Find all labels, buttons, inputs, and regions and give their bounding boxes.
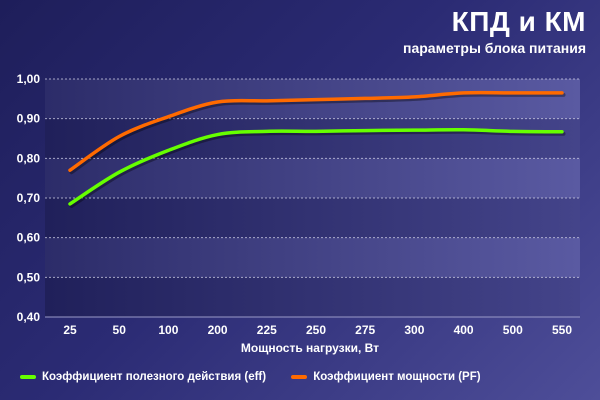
y-tick-label: 0,40 xyxy=(17,310,41,324)
x-tick-label: 100 xyxy=(158,323,178,337)
data-point xyxy=(216,100,219,104)
data-point xyxy=(462,128,465,131)
data-point xyxy=(314,130,318,133)
data-point xyxy=(68,169,72,172)
legend-swatch-eff xyxy=(20,375,36,379)
y-tick-label: 0,80 xyxy=(17,151,41,165)
plot-band xyxy=(45,198,580,238)
x-tick-label: 200 xyxy=(208,323,228,337)
x-tick-label: 275 xyxy=(355,323,375,337)
y-tick-label: 0,60 xyxy=(17,231,41,245)
chart-subtitle: параметры блока питания xyxy=(403,40,586,56)
plot-band xyxy=(45,237,580,278)
data-point xyxy=(462,91,465,95)
x-tick-label: 25 xyxy=(63,323,77,337)
y-tick-label: 0,70 xyxy=(17,191,41,205)
legend-label-eff: Коэффициент полезного действия (eff) xyxy=(42,371,267,383)
data-point xyxy=(118,171,121,174)
y-tick-label: 1,00 xyxy=(17,72,41,86)
x-tick-label: 400 xyxy=(454,323,474,337)
x-axis-label: Мощность нагрузки, Вт xyxy=(240,341,380,355)
x-tick-label: 250 xyxy=(306,323,326,337)
y-tick-label: 0,90 xyxy=(17,112,41,126)
series-shadow-1 xyxy=(69,92,566,175)
legend-item-pf: Коэффициент мощности (PF) xyxy=(291,371,481,383)
x-tick-label: 550 xyxy=(552,323,572,337)
data-point xyxy=(413,95,416,99)
x-tick-label: 225 xyxy=(257,323,277,337)
series-shadow-0 xyxy=(69,129,566,208)
data-point xyxy=(68,202,72,206)
chart-title: КПД и КМ xyxy=(451,6,586,37)
data-point xyxy=(265,99,268,103)
data-point xyxy=(511,130,514,133)
x-tick-label: 500 xyxy=(503,323,523,337)
legend-label-pf: Коэффициент мощности (PF) xyxy=(313,371,481,383)
y-tick-label: 0,50 xyxy=(17,270,41,284)
legend-item-eff: Коэффициент полезного действия (eff) xyxy=(20,371,266,383)
x-tick-label: 50 xyxy=(113,323,127,337)
data-point xyxy=(560,91,564,95)
data-point xyxy=(216,133,219,136)
plot-band xyxy=(45,158,580,198)
plot-band xyxy=(45,118,580,159)
data-point xyxy=(167,149,170,152)
data-point xyxy=(167,115,170,118)
plot-band xyxy=(45,277,580,317)
data-point xyxy=(118,135,121,138)
data-point xyxy=(511,91,514,95)
legend: Коэффициент полезного действия (eff) Коэ… xyxy=(20,370,503,383)
data-point xyxy=(413,128,416,132)
legend-swatch-pf xyxy=(291,375,308,379)
x-tick-label: 300 xyxy=(404,323,424,337)
data-point xyxy=(364,97,367,100)
data-point xyxy=(265,130,268,133)
data-point xyxy=(314,98,318,101)
data-point xyxy=(364,129,367,132)
data-point xyxy=(560,130,564,133)
